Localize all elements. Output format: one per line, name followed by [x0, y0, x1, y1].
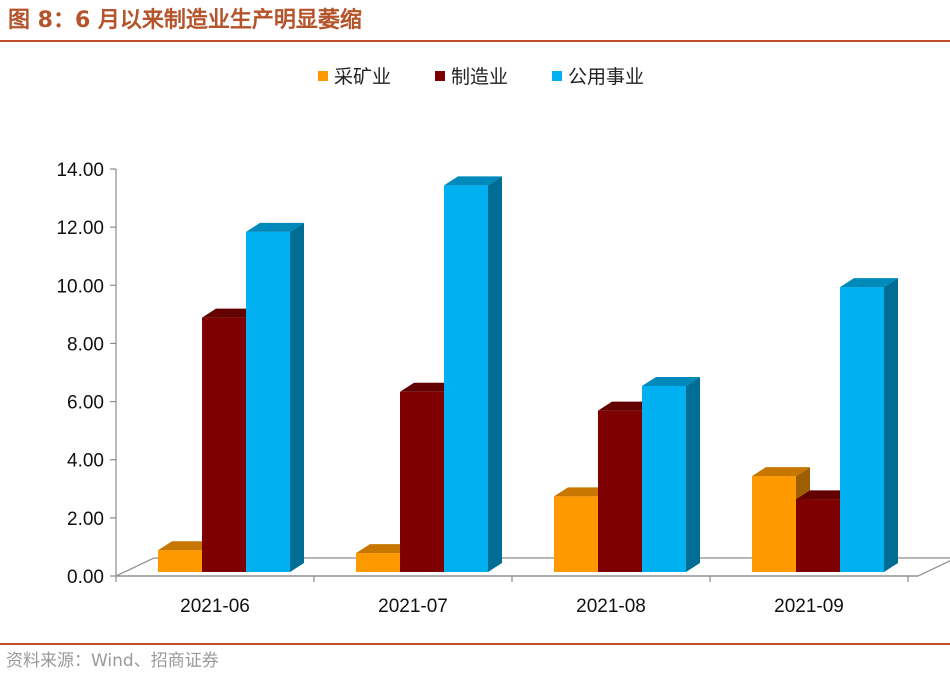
x-tick-label: 2021-08	[576, 596, 646, 617]
bar-top	[400, 382, 458, 392]
y-tick-label: 14.00	[56, 160, 104, 181]
bar-front	[158, 550, 202, 572]
legend-swatch	[318, 71, 328, 81]
bar-top	[840, 278, 898, 288]
bar-公用事业-2021-09	[840, 278, 898, 572]
x-tick-label: 2021-07	[378, 596, 448, 617]
bar-front	[840, 287, 884, 572]
bar-front	[796, 499, 840, 572]
bar-side	[488, 176, 502, 572]
bar-top	[554, 487, 612, 497]
source-note: 资料来源：Wind、招商证券	[6, 651, 219, 671]
bar-公用事业-2021-07	[444, 176, 502, 572]
legend-label: 采矿业	[334, 66, 391, 88]
figure-title: 图 8：6 月以来制造业生产明显萎缩	[8, 8, 362, 33]
bar-top	[642, 376, 700, 386]
x-tick-label: 2021-06	[180, 596, 250, 617]
chart-legend: 采矿业 制造业 公用事业	[318, 66, 644, 88]
title-divider	[0, 40, 950, 42]
bar-side	[884, 278, 898, 572]
bar-top	[752, 467, 810, 477]
bar-top	[356, 544, 414, 554]
bar-top	[598, 401, 656, 411]
y-tick-label: 6.00	[67, 393, 104, 414]
bar-front	[356, 553, 400, 572]
bar-front	[246, 231, 290, 572]
y-tick-label: 12.00	[56, 218, 104, 239]
bar-top	[444, 176, 502, 186]
y-tick-label: 4.00	[67, 451, 104, 472]
chart-bars	[158, 176, 898, 572]
bar-front	[202, 317, 246, 572]
bar-top	[796, 490, 854, 500]
x-tick-label: 2021-09	[774, 596, 844, 617]
legend-label: 公用事业	[568, 66, 644, 88]
bar-公用事业-2021-08	[642, 376, 700, 572]
bar-side	[686, 376, 700, 572]
y-tick-label: 10.00	[56, 276, 104, 297]
footer-divider	[0, 643, 950, 645]
chart-axes: 0.00 2.00 4.00 6.00 8.00 10.00 12.00 14.00 2021-…	[56, 160, 918, 617]
legend-label: 制造业	[451, 66, 508, 88]
legend-swatch	[435, 71, 445, 81]
y-tick-label: 8.00	[67, 334, 104, 355]
y-tick-label: 2.00	[67, 509, 104, 530]
bar-公用事业-2021-06	[246, 222, 304, 572]
bar-front	[642, 385, 686, 572]
bar-side	[290, 222, 304, 572]
bar-front	[752, 476, 796, 572]
bar-top	[246, 222, 304, 232]
y-tick-label: 0.00	[67, 567, 104, 588]
bar-top	[202, 308, 260, 318]
legend-swatch	[552, 71, 562, 81]
bar-top	[158, 541, 216, 551]
bar-front	[598, 410, 642, 572]
bar-front	[444, 185, 488, 572]
bar-front	[554, 496, 598, 572]
bar-chart: 采矿业 制造业 公用事业 0.00 2.00 4.00 6.00 8.00 10.00 12.0…	[56, 66, 950, 617]
bar-front	[400, 391, 444, 572]
